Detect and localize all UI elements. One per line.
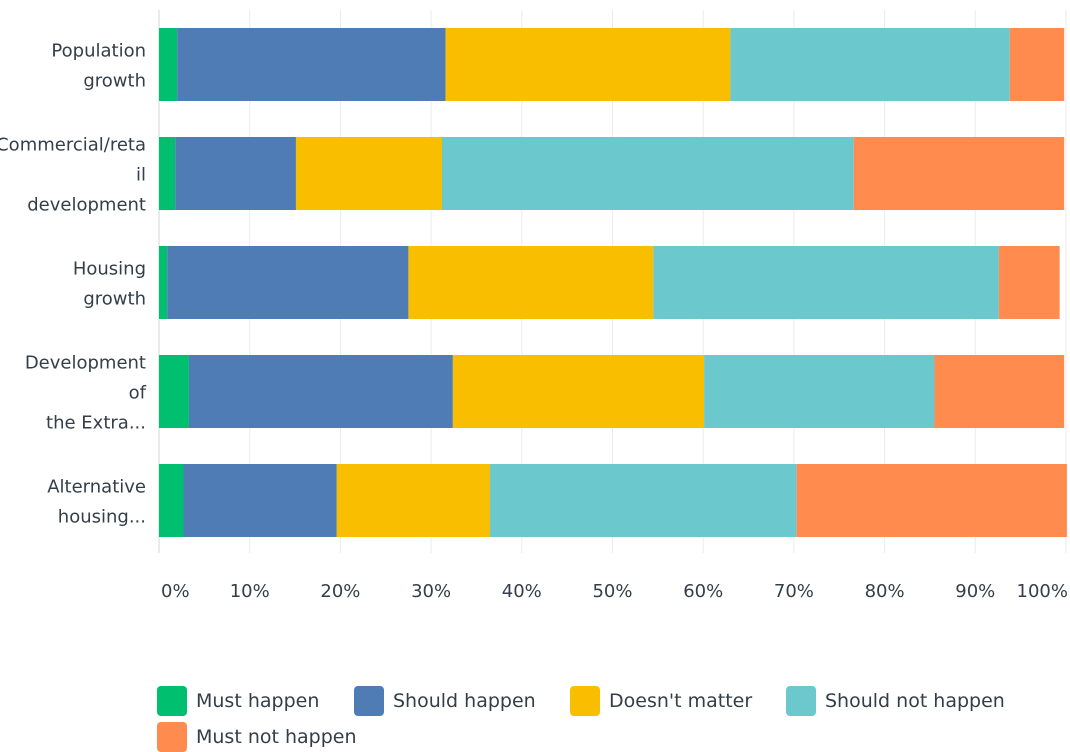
legend-label: Should happen <box>393 690 536 712</box>
bar-segment-must-not-happen <box>934 355 1065 428</box>
legend-label: Must happen <box>196 690 320 712</box>
x-tick-label: 70% <box>774 581 814 602</box>
legend-swatch <box>157 722 187 752</box>
category-label: housing... <box>58 507 146 528</box>
bar-segment-doesn-t-matter <box>408 246 654 319</box>
bar-segment-must-happen <box>159 246 168 319</box>
legend-item: Must not happen <box>157 722 357 752</box>
bar-segment-should-happen <box>167 246 409 319</box>
bar-segment-should-not-happen <box>653 246 999 319</box>
bar-segment-should-happen <box>177 28 446 101</box>
bar-segment-doesn-t-matter <box>295 137 442 210</box>
bar-segment-should-not-happen <box>490 464 797 537</box>
legend-swatch <box>354 686 384 716</box>
category-label: development <box>27 195 146 216</box>
x-tick-label: 60% <box>683 581 723 602</box>
x-tick-label: 40% <box>502 581 542 602</box>
bar-segment-must-happen <box>159 28 178 101</box>
legend-label: Must not happen <box>196 726 357 748</box>
legend-item: Should happen <box>354 686 536 716</box>
stacked-bar-chart: Population growth Commercial/reta il develop… <box>0 10 1068 602</box>
category-label: Population <box>51 41 146 62</box>
legend-item: Must happen <box>157 686 319 716</box>
x-tick-label: 30% <box>411 581 451 602</box>
bar-segment-must-happen <box>159 355 189 428</box>
category-label: growth <box>83 289 146 310</box>
x-tick-label: 50% <box>592 581 632 602</box>
bar-segment-should-not-happen <box>441 137 854 210</box>
legend-label: Should not happen <box>825 690 1005 712</box>
category-label: the Extra... <box>46 413 146 434</box>
x-tick-label: 0% <box>161 581 190 602</box>
bar-segment-must-not-happen <box>796 464 1067 537</box>
x-tick-label: 100% <box>1017 581 1068 602</box>
category-label: Alternative <box>47 477 146 498</box>
category-label: il <box>136 165 146 186</box>
bar-segment-must-happen <box>159 137 176 210</box>
legend-swatch <box>786 686 816 716</box>
legend-swatch <box>570 686 600 716</box>
bar-segment-must-happen <box>159 464 184 537</box>
bar-segment-doesn-t-matter <box>452 355 705 428</box>
bar-segment-doesn-t-matter <box>336 464 491 537</box>
category-label: of <box>129 383 147 404</box>
legend-label: Doesn't matter <box>609 690 753 712</box>
bar-segment-should-happen <box>188 355 453 428</box>
category-label: growth <box>83 71 146 92</box>
category-label: Housing <box>73 259 146 280</box>
bar-segment-must-not-happen <box>1009 28 1065 101</box>
legend-swatch <box>157 686 187 716</box>
bar-segment-should-happen <box>175 137 296 210</box>
bar-segment-should-happen <box>183 464 337 537</box>
category-label: Commercial/reta <box>0 135 146 156</box>
x-tick-label: 20% <box>320 581 360 602</box>
bar-segment-should-not-happen <box>704 355 935 428</box>
legend-item: Should not happen <box>786 686 1005 716</box>
category-label: Development <box>25 353 146 374</box>
bar-segment-should-not-happen <box>730 28 1010 101</box>
bar-segment-must-not-happen <box>853 137 1065 210</box>
legend-item: Doesn't matter <box>570 686 752 716</box>
x-tick-label: 80% <box>865 581 905 602</box>
bar-segment-must-not-happen <box>998 246 1060 319</box>
x-tick-label: 90% <box>955 581 995 602</box>
bar-segment-doesn-t-matter <box>445 28 731 101</box>
x-tick-label: 10% <box>230 581 270 602</box>
